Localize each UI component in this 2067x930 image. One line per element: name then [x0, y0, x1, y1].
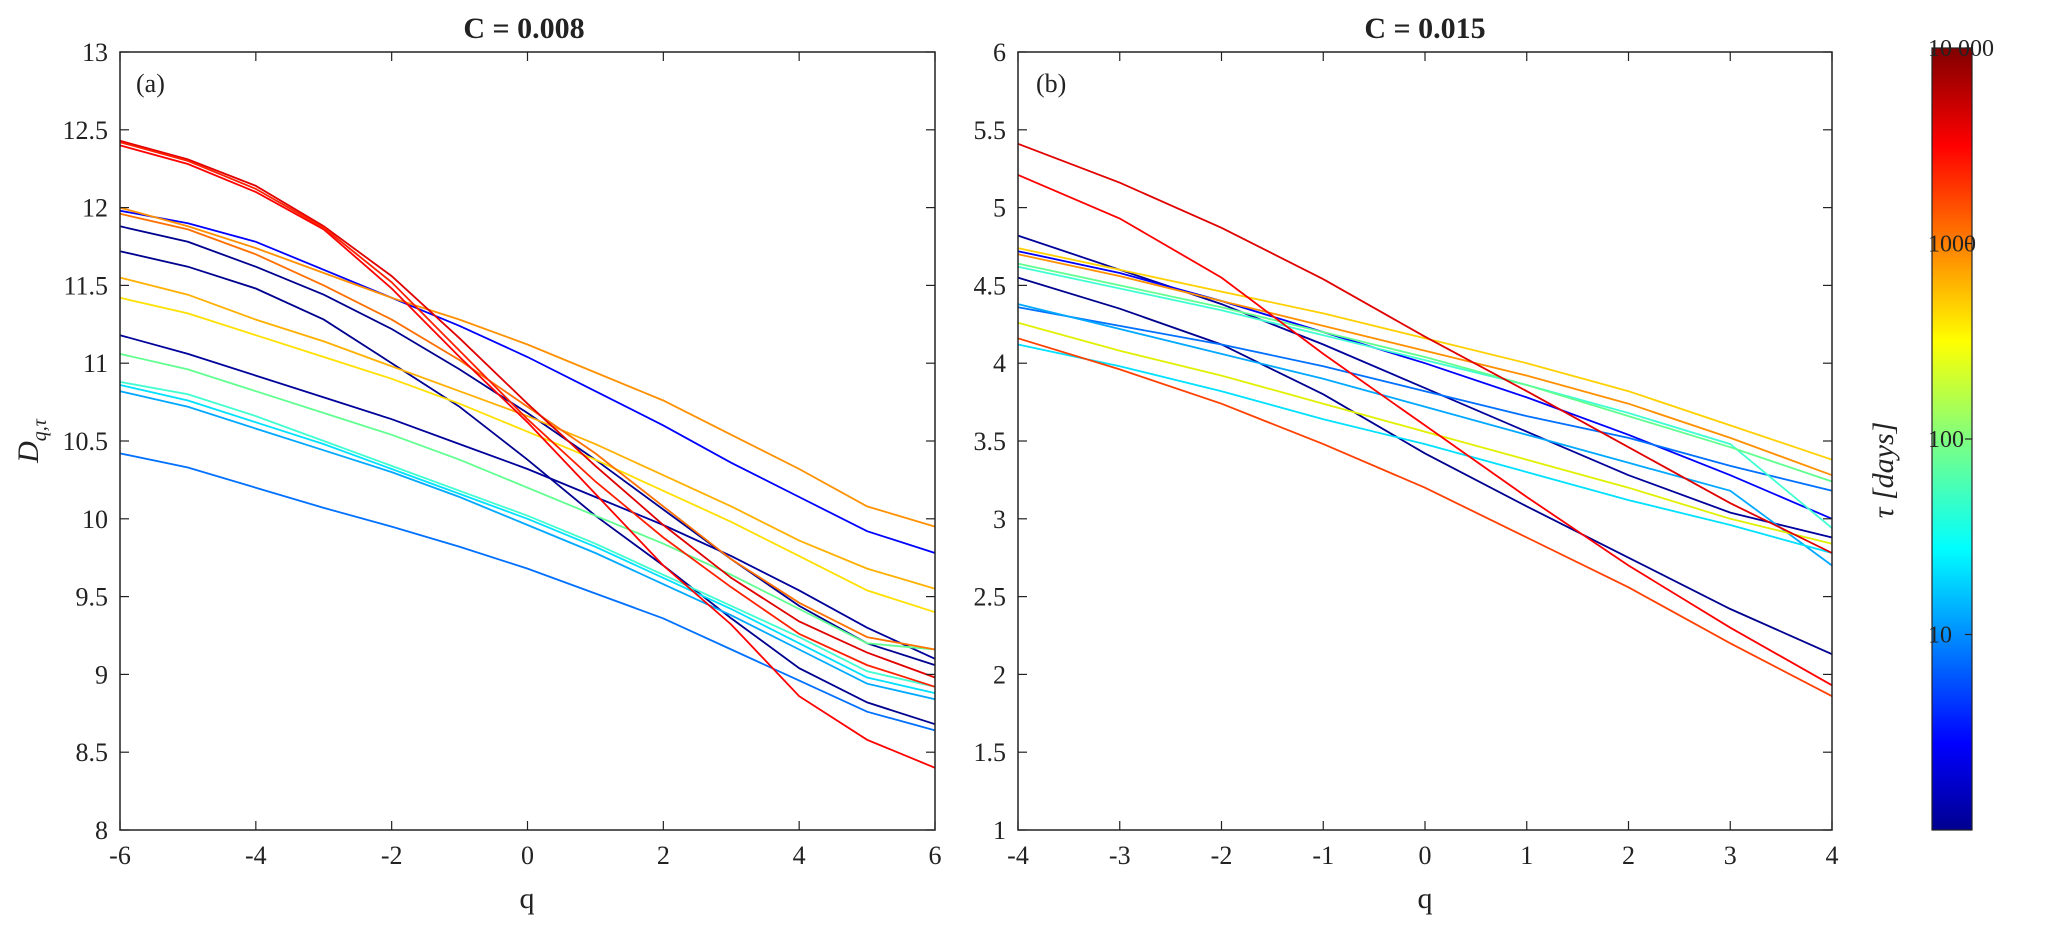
panel-a-ylabel-main: D — [12, 441, 45, 464]
y-tick-label: 1 — [993, 816, 1006, 845]
x-tick-label: -6 — [109, 841, 131, 870]
panel-a-ylabel-sub: q,τ — [29, 418, 51, 441]
panel-b-series-line — [1017, 247, 1833, 461]
x-tick-label: 0 — [521, 841, 534, 870]
y-tick-label: 3 — [993, 505, 1006, 534]
panel-a-series-line — [119, 212, 936, 651]
panel-b: C = 0.015 -4 -3 -2 -1 0 1 2 3 4 1 1.5 2 2.5 3 3.5 4 4.5 5… — [974, 12, 1839, 915]
x-tick-label: -4 — [1007, 841, 1029, 870]
panel-b-ticks: -4 -3 -2 -1 0 1 2 3 4 1 1.5 2 2.5 3 3.5 4 4.5 5 5.5 6 — [974, 38, 1839, 870]
x-tick-label: 6 — [929, 841, 942, 870]
panel-b-series-line — [1017, 265, 1833, 529]
panel-a-series-line — [119, 250, 936, 726]
y-tick-label: 1.5 — [974, 738, 1007, 767]
panel-a-series-line — [119, 353, 936, 651]
panel-a-series-line — [119, 225, 936, 666]
x-tick-label: 2 — [1622, 841, 1635, 870]
panel-b-series-line — [1017, 174, 1833, 687]
panel-a-series-line — [119, 206, 936, 528]
panel-b-series-line — [1017, 303, 1833, 567]
panel-a-series-line — [119, 296, 936, 614]
y-tick-label: 5 — [993, 194, 1006, 223]
panel-b-xlabel: q — [1418, 882, 1433, 915]
x-tick-label: 2 — [657, 841, 670, 870]
panel-a-tag: (a) — [136, 69, 165, 98]
y-tick-label: 5.5 — [974, 116, 1007, 145]
panel-b-series-line — [1017, 337, 1833, 697]
panel-a-series-line — [119, 452, 936, 732]
panel-a-series-line — [119, 209, 936, 554]
panel-b-series-line — [1017, 262, 1833, 483]
y-tick-label: 12.5 — [63, 116, 109, 145]
panel-a-series-line — [119, 139, 936, 679]
panel-a-series-line — [119, 276, 936, 590]
x-tick-label: 0 — [1419, 841, 1432, 870]
x-tick-label: -2 — [1211, 841, 1233, 870]
y-tick-label: 9.5 — [76, 583, 109, 612]
panel-b-series-line — [1017, 253, 1833, 477]
y-tick-label: 8 — [95, 816, 108, 845]
x-tick-label: -2 — [381, 841, 403, 870]
y-tick-label: 3.5 — [974, 427, 1007, 456]
panel-a-series-line — [119, 390, 936, 701]
panel-a-title: C = 0.008 — [463, 12, 584, 45]
panel-a-series-line — [119, 144, 936, 769]
y-tick-label: 11 — [83, 349, 108, 378]
colorbar: 10 100 1000 10 000 τ [days] — [1867, 36, 1994, 831]
colorbar-tick-label: 10 — [1928, 623, 1952, 649]
panel-b-title: C = 0.015 — [1364, 12, 1485, 45]
y-tick-label: 8.5 — [76, 738, 109, 767]
x-tick-label: 4 — [1826, 841, 1839, 870]
panel-b-series — [1017, 142, 1833, 697]
panel-b-series-line — [1017, 306, 1833, 492]
y-tick-label: 12 — [82, 194, 108, 223]
y-tick-label: 6 — [993, 38, 1006, 67]
colorbar-tick-label: 100 — [1928, 427, 1964, 453]
panel-a-series — [119, 139, 936, 769]
panel-a-frame — [119, 51, 936, 831]
colorbar-label: τ [days] — [1867, 422, 1900, 519]
panel-a-series-line — [119, 381, 936, 688]
panel-b-series-line — [1017, 250, 1833, 520]
panel-a: C = 0.008 -6 -4 -2 0 2 4 6 8 8.5 9 9.5 10 10.5 11 11.5… — [12, 12, 942, 915]
y-tick-label: 2.5 — [974, 583, 1007, 612]
panel-a-series-line — [119, 384, 936, 694]
x-tick-label: 3 — [1724, 841, 1737, 870]
panel-a-series-line — [119, 334, 936, 660]
panel-b-series-line — [1017, 234, 1833, 539]
panel-b-series-line — [1017, 343, 1833, 554]
y-tick-label: 2 — [993, 660, 1006, 689]
panel-a-xlabel: q — [520, 882, 535, 915]
colorbar-tick-label: 1000 — [1928, 232, 1976, 258]
panel-b-series-line — [1017, 276, 1833, 656]
y-tick-label: 4.5 — [974, 271, 1007, 300]
y-tick-label: 9 — [95, 660, 108, 689]
x-tick-label: -3 — [1109, 841, 1131, 870]
y-tick-label: 10.5 — [63, 427, 109, 456]
colorbar-tick-label: 10 000 — [1928, 36, 1994, 62]
x-tick-label: -4 — [245, 841, 267, 870]
panel-b-tag: (b) — [1036, 69, 1066, 98]
y-tick-label: 10 — [82, 505, 108, 534]
y-tick-label: 11.5 — [63, 271, 108, 300]
y-tick-label: 4 — [993, 349, 1006, 378]
panel-b-series-line — [1017, 321, 1833, 545]
x-tick-label: -1 — [1312, 841, 1334, 870]
x-tick-label: 4 — [793, 841, 806, 870]
panel-a-series-line — [119, 141, 936, 688]
panel-a-ylabel: Dq,τ — [12, 418, 51, 464]
panel-a-ticks: -6 -4 -2 0 2 4 6 8 8.5 9 9.5 10 10.5 11 11.5 12 12.5 13 — [63, 38, 942, 870]
x-tick-label: 1 — [1520, 841, 1533, 870]
colorbar-ticks: 10 100 1000 10 000 — [1928, 36, 1994, 649]
panel-b-series-line — [1017, 142, 1833, 554]
y-tick-label: 13 — [82, 38, 108, 67]
